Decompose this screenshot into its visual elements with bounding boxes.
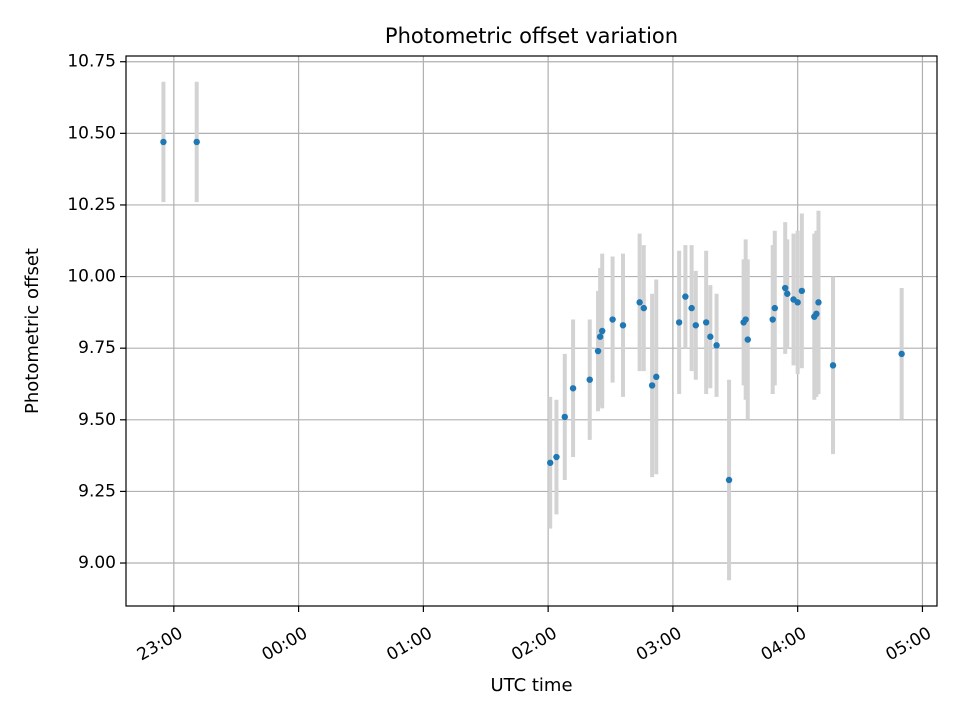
y-tick-label: 10.50	[67, 123, 116, 143]
data-point	[707, 333, 714, 340]
data-point	[648, 382, 656, 389]
data-point	[742, 316, 749, 323]
y-tick-label: 9.25	[78, 481, 116, 501]
data-point	[547, 459, 554, 466]
y-tick-label: 9.50	[78, 410, 116, 430]
data-point	[725, 476, 733, 484]
data-point	[798, 287, 806, 295]
data-point	[829, 362, 837, 369]
data-point	[653, 373, 660, 381]
y-tick-label: 9.00	[78, 553, 116, 573]
data-point	[692, 322, 699, 329]
data-point	[599, 327, 606, 335]
data-points	[160, 138, 905, 484]
data-point	[636, 299, 643, 306]
data-point	[675, 319, 683, 326]
chart-title: Photometric offset variation	[385, 24, 678, 48]
data-point	[609, 316, 616, 323]
data-point	[569, 385, 577, 392]
data-point	[640, 304, 647, 312]
y-axis-ticks: 9.00 9.25 9.50 9.75 10.00 10.25 10.50 10.75	[67, 52, 126, 573]
y-axis-label: Photometric offset	[22, 248, 43, 414]
y-tick-label: 10.00	[67, 267, 116, 287]
data-point	[561, 413, 568, 421]
data-point	[781, 284, 789, 292]
data-point	[594, 347, 602, 355]
data-point	[619, 322, 627, 329]
data-point	[553, 453, 560, 461]
data-point	[702, 319, 710, 326]
data-point	[744, 336, 751, 343]
data-point	[160, 138, 167, 146]
data-point	[596, 333, 604, 340]
data-point	[815, 299, 822, 306]
data-point	[794, 299, 801, 306]
data-point	[682, 293, 689, 300]
x-axis-label: UTC time	[490, 675, 572, 696]
data-point	[813, 310, 820, 318]
data-point	[898, 350, 905, 358]
data-point	[193, 138, 200, 146]
data-point	[586, 376, 593, 383]
y-tick-label: 10.25	[67, 195, 116, 215]
y-tick-label: 9.75	[78, 338, 116, 358]
data-point	[784, 290, 791, 297]
data-point	[771, 304, 778, 312]
data-point	[713, 342, 720, 349]
plot-area-frame	[125, 55, 938, 607]
data-point	[688, 304, 695, 312]
data-point	[769, 316, 776, 323]
y-tick-label: 10.75	[67, 52, 116, 72]
